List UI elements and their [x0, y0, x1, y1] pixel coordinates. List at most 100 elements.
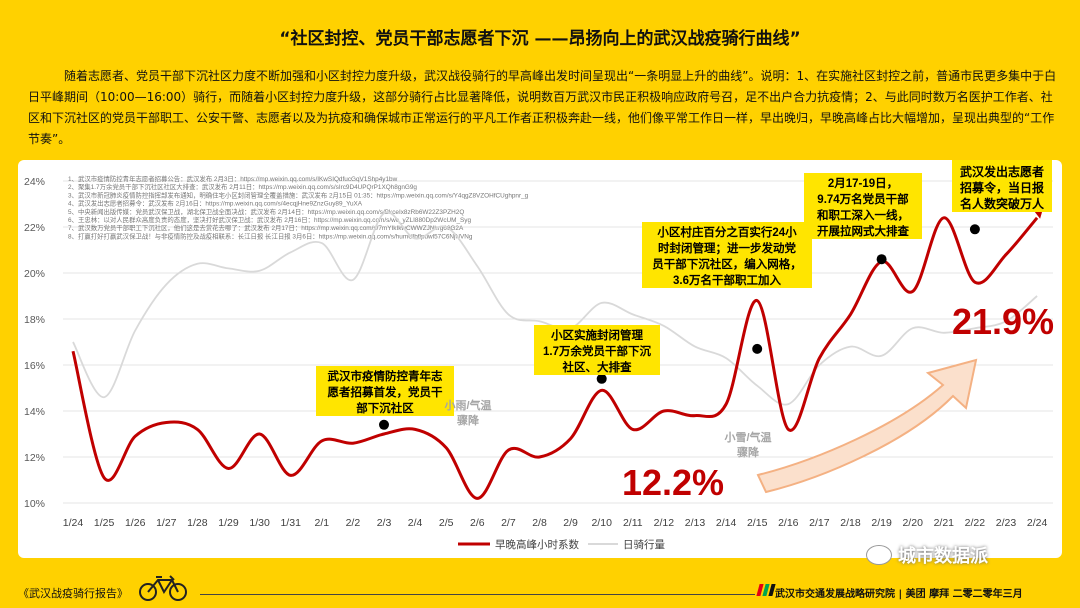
annotation-a4: 2月17-19日， 9.74万名党员干部 和职工深入一线， 开展拉网式大排查	[804, 173, 922, 239]
x-tick-label: 2/9	[563, 517, 578, 529]
source-line: 2、聚集1.7万余党员干部下沉社区社区大排查：武汉发布 2月11日：https:…	[68, 182, 417, 191]
x-tick-label: 2/21	[934, 517, 955, 529]
institute-logo-icon	[756, 584, 776, 596]
y-tick-label: 14%	[24, 406, 45, 418]
y-tick-label: 24%	[24, 176, 45, 188]
event-marker-dot	[752, 343, 763, 354]
x-tick-label: 2/13	[685, 517, 706, 529]
line-chart: 10%12%14%16%18%20%22%24% 1/24 1/25 1/26 1/2…	[24, 160, 1054, 551]
x-tick-label: 1/29	[218, 517, 239, 529]
x-tick-label: 2/22	[965, 517, 986, 529]
x-tick-label: 2/23	[996, 517, 1017, 529]
event-marker-dot	[379, 419, 389, 430]
chart-card: 10% 12% 14% 16% 18% 20% 22% 24% 1/24 1/25 1/26 1/2…	[18, 160, 1062, 558]
annotation-a3: 小区村庄百分之百实行24小 时封闭管理；进一步发动党 员干部下沉社区，编入网格，…	[642, 222, 812, 288]
source-line: 3、武汉市新冠肺炎疫情防控指挥部发布通知，明确住宅小区封闭管理全覆盖措施：武汉发…	[68, 190, 529, 199]
source-line: 4、武汉发出志愿者招募令：武汉发布 2月16日：https://mp.weixi…	[68, 199, 363, 208]
annotation-a3-line3: 员干部下沉社区，编入网格，	[652, 257, 802, 271]
y-tick-label: 22%	[24, 222, 45, 234]
x-tick-label: 2/7	[501, 517, 516, 529]
annotation-a2-line1: 小区实施封闭管理	[550, 328, 643, 342]
legend-label-daily: 日骑行量	[623, 538, 665, 551]
trend-arrow-body	[756, 358, 978, 494]
source-line: 5、中央新闻出版传媒：党员武汉保卫战，湖北保卫战全面决战：武汉发布 2月14日：…	[68, 207, 464, 216]
annotation-a1-line1: 武汉市疫情防控青年志	[328, 369, 443, 383]
x-tick-label: 1/28	[187, 517, 208, 529]
annotation-a4-line1: 2月17-19日，	[828, 177, 898, 190]
annotation-a2-box	[534, 325, 660, 375]
annotation-a4-box	[804, 173, 922, 239]
watermark-text: 城市数据派	[898, 546, 988, 567]
x-tick-label: 2/20	[902, 517, 923, 529]
annotation-a2-line2: 1.7万余党员干部下沉	[543, 344, 651, 358]
annotation-a5-line3: 名人数突破万人	[960, 196, 1045, 211]
x-tick-label: 2/16	[778, 517, 799, 529]
source-line: 7、武汉数万党员干部职工下沉社区，他们这是去赏花去哪了：武汉发布 2月17日：h…	[68, 223, 464, 232]
x-tick-label: 2/5	[439, 517, 454, 529]
x-tick-label: 2/18	[840, 517, 861, 529]
annotation-a3-line1: 小区村庄百分之百实行24小	[656, 225, 797, 239]
x-tick-label: 2/24	[1027, 517, 1048, 529]
annotation-a3-line2: 时封闭管理；进一步发动党	[658, 241, 796, 255]
x-tick-label: 2/14	[716, 517, 737, 529]
x-tick-label: 2/3	[377, 517, 392, 529]
x-tick-label: 2/15	[747, 517, 768, 529]
weather-note-1-line2: 骤降	[457, 413, 480, 427]
bicycle-icon	[139, 575, 187, 601]
x-tick-label: 2/4	[408, 517, 423, 529]
event-marker-dot	[596, 373, 607, 384]
annotation-a1-box	[316, 366, 454, 416]
footer-publisher: 武汉市交通发展战略研究院 | 美团 摩拜 二零二零年三月	[775, 589, 1023, 600]
annotation-a4-line2: 9.74万名党员干部	[817, 192, 909, 206]
x-tick-label: 1/26	[125, 517, 146, 529]
wechat-icon	[866, 545, 892, 565]
event-marker-dot	[876, 254, 887, 265]
source-line: 1、武汉市疫情防控青年志愿者招募公告：武汉发布 2月3日：https://mp.…	[68, 174, 398, 183]
x-tick-label: 2/17	[809, 517, 830, 529]
x-tick-label: 1/24	[63, 517, 84, 529]
annotation-a1: 武汉市疫情防控青年志 愿者招募首发，党员干 部下沉社区	[316, 366, 454, 416]
source-list: 1、武汉市疫情防控青年志愿者招募公告：武汉发布 2月3日：https://mp.…	[68, 174, 529, 240]
series-line-daily	[72, 211, 1038, 406]
x-tick-label: 1/27	[156, 517, 177, 529]
watermark: 城市数据派	[866, 542, 988, 568]
annotation-a3-box	[642, 222, 812, 288]
annotation-a4-line4: 开展拉网式大排查	[817, 224, 909, 238]
x-tick-label: 1/31	[280, 517, 301, 529]
annotation-a2: 小区实施封闭管理 1.7万余党员干部下沉 社区、大排查	[534, 325, 660, 375]
weather-note-1-line1: 小雨/气温	[443, 398, 491, 412]
y-tick-label: 16%	[24, 360, 45, 372]
event-marker-dot	[969, 224, 980, 235]
x-tick-label: 1/30	[249, 517, 270, 529]
y-tick-label: 20%	[24, 268, 45, 280]
event-markers	[379, 224, 980, 430]
footer-divider	[200, 594, 755, 595]
weather-note-2-line2: 骤降	[737, 445, 760, 459]
x-tick-label: 2/2	[346, 517, 361, 529]
annotation-a5-box	[952, 160, 1052, 212]
annotation-a3-line4: 3.6万名干部职工加入	[673, 273, 781, 287]
chart-legend: 早晚高峰小时系数 日骑行量	[458, 538, 665, 551]
y-axis-ticks: 10% 12% 14% 16% 18% 20% 22% 24%	[24, 176, 45, 510]
annotation-a5-line1: 武汉发出志愿者	[960, 164, 1044, 179]
y-tick-label: 18%	[24, 314, 45, 326]
x-tick-label: 2/1	[314, 517, 329, 529]
page-title: “社区封控、党员干部志愿者下沉 ——昂扬向上的武汉战疫骑行曲线”	[279, 29, 801, 49]
weather-note-2-line1: 小雪/气温	[723, 430, 771, 444]
footer-report-name: 《武汉战疫骑行报告》	[18, 587, 128, 600]
source-line: 8、打赢打好打赢武汉保卫战！与非疫情防控及战疫相联系：长江日报 长江日报 3月6…	[68, 231, 473, 240]
annotation-a2-line3: 社区、大排查	[562, 360, 632, 374]
x-tick-label: 2/10	[591, 517, 612, 529]
x-tick-label: 2/6	[470, 517, 485, 529]
x-tick-label: 1/25	[94, 517, 115, 529]
source-line: 6、王忠林：以对人民群众高度负责的态度，坚决打好武汉保卫战：武汉发布 2月16日…	[68, 215, 471, 224]
description-paragraph: 随着志愿者、党员干部下沉社区力度不断加强和小区封控力度升级，武汉战役骑行的早高峰…	[28, 69, 1057, 146]
annotation-a5-line2: 招募令，当日报	[960, 180, 1044, 195]
y-tick-label: 12%	[24, 452, 45, 464]
chart-grid	[63, 180, 1053, 504]
y-tick-label: 10%	[24, 498, 45, 510]
legend-label-peak: 早晚高峰小时系数	[495, 538, 579, 551]
x-axis-ticks: 1/24 1/25 1/26 1/27 1/28 1/29 1/30 1/31 2/1 2/2 2/…	[63, 517, 1048, 529]
x-tick-label: 2/11	[623, 517, 643, 529]
